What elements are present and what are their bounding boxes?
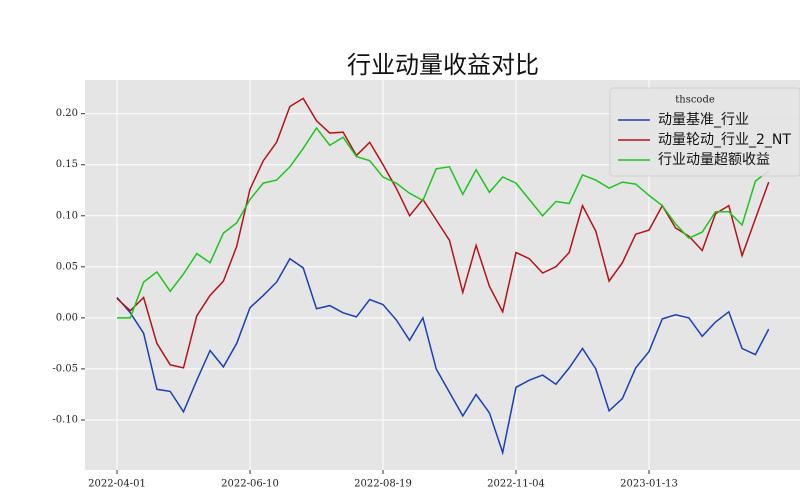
- series-line: [116, 257, 770, 456]
- y-tick-label: -0.05: [52, 363, 78, 374]
- x-tick-label: 2022-11-04: [487, 479, 545, 489]
- x-tick-label: 2022-04-01: [88, 479, 146, 489]
- legend-label: 动量轮动_行业_2_NT: [658, 132, 791, 148]
- legend-title: thscode: [675, 95, 715, 106]
- x-tick-label: 2023-01-13: [620, 479, 678, 489]
- x-tick-label: 2022-06-10: [221, 479, 279, 489]
- chart-title: 行业动量收益对比: [347, 51, 539, 79]
- y-tick-label: 0.20: [56, 108, 78, 119]
- y-tick-label: 0.15: [56, 159, 78, 170]
- series-line: [117, 126, 770, 319]
- y-tick-label: 0.00: [56, 312, 78, 323]
- y-tick-label: 0.10: [56, 210, 78, 221]
- series-line: [116, 97, 770, 369]
- legend-label: 动量基准_行业: [658, 111, 749, 128]
- legend-box: [609, 87, 800, 177]
- y-tick-label: 0.05: [56, 261, 78, 272]
- x-tick-label: 2022-08-19: [354, 479, 412, 489]
- legend-label: 行业动量超额收益: [658, 152, 770, 168]
- y-tick-label: -0.10: [52, 414, 78, 425]
